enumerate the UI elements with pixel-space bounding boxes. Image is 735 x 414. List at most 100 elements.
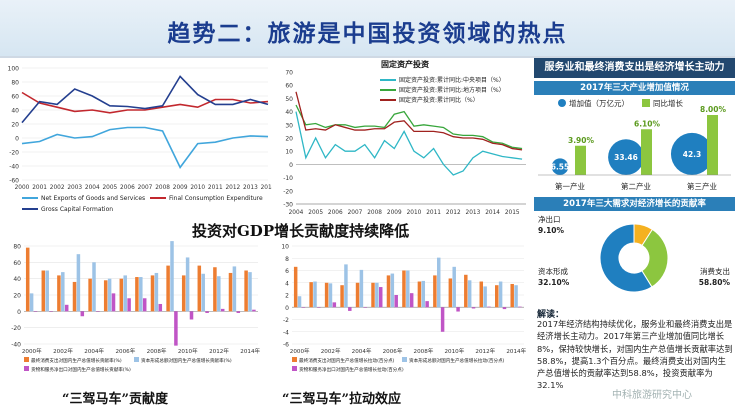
bar bbox=[80, 311, 85, 317]
value-bubble bbox=[551, 158, 569, 175]
y-tick-label: 2 bbox=[285, 293, 289, 300]
x-tick-label: 2008 bbox=[155, 185, 170, 191]
title-divider bbox=[0, 56, 735, 58]
bar bbox=[317, 307, 321, 308]
bar bbox=[301, 307, 306, 308]
bar bbox=[61, 272, 65, 312]
legend-label: 固定资产投资:累计同比:地方项目（%） bbox=[399, 86, 505, 94]
x-tick-label: 2002 bbox=[50, 185, 65, 191]
growth-bar bbox=[575, 145, 586, 175]
value-bubble bbox=[608, 139, 644, 175]
bar bbox=[379, 287, 383, 308]
industry-chart-title: 2017年三大产业增加值情况 bbox=[534, 81, 735, 95]
bar bbox=[244, 270, 248, 312]
growth-bar bbox=[707, 115, 718, 175]
bar bbox=[355, 282, 360, 308]
legend-label: 固定资产投资:累计同比（%） bbox=[399, 96, 479, 104]
value-label: 6.55 bbox=[551, 163, 570, 172]
legend-label: Gross Capital Formation bbox=[41, 206, 113, 213]
y-tick-label: -40 bbox=[11, 342, 21, 349]
bar bbox=[332, 302, 337, 308]
bar bbox=[57, 275, 61, 312]
bar bbox=[205, 311, 209, 313]
bar bbox=[437, 257, 441, 308]
category-label: 第一产业 bbox=[555, 181, 585, 191]
x-tick-label: 2014 bbox=[485, 210, 500, 216]
bar bbox=[111, 293, 116, 312]
bar bbox=[479, 281, 484, 308]
bar bbox=[135, 277, 139, 312]
y-tick-label: 0 bbox=[289, 162, 293, 169]
x-tick-label: 2014 bbox=[261, 185, 272, 191]
bar bbox=[433, 275, 437, 308]
x-tick-label: 2003 bbox=[67, 185, 82, 191]
bar bbox=[189, 311, 194, 320]
bar bbox=[158, 303, 163, 312]
x-tick-label: 2010 bbox=[190, 185, 205, 191]
bar bbox=[394, 295, 398, 308]
bar bbox=[487, 306, 491, 308]
y-tick-label: 60 bbox=[285, 83, 293, 90]
bar bbox=[248, 272, 252, 312]
bar bbox=[467, 280, 472, 308]
legend-label: 最终消费支出对国内生产总值增长拉动(百分点) bbox=[299, 357, 395, 364]
x-tick-label: 2014年 bbox=[240, 347, 260, 355]
x-tick-label: 2012年 bbox=[209, 347, 229, 355]
bar bbox=[33, 311, 38, 312]
chart-title: 固定资产投资 bbox=[381, 59, 429, 69]
x-tick-label: 2008 bbox=[367, 210, 382, 216]
y-tick-label: -20 bbox=[9, 150, 19, 157]
x-tick-label: 2005 bbox=[102, 185, 117, 191]
bar bbox=[41, 270, 46, 312]
watermark-text: 中科旅游研究中心 bbox=[612, 390, 692, 401]
pie-slice bbox=[641, 228, 669, 288]
y-tick-label: 60 bbox=[11, 94, 19, 101]
slice-value: 58.80% bbox=[699, 278, 731, 287]
series-line bbox=[295, 91, 523, 151]
bar bbox=[49, 311, 53, 312]
x-tick-label: 2006 bbox=[328, 210, 343, 216]
y-tick-label: 4 bbox=[285, 280, 289, 287]
x-tick-label: 2000年 bbox=[290, 347, 310, 355]
bar bbox=[181, 275, 186, 312]
legend-swatch bbox=[642, 99, 650, 107]
x-tick-label: 2010 bbox=[407, 210, 422, 216]
category-label: 第三产业 bbox=[687, 181, 717, 191]
industry-growth-chart: 增加值（万亿元） 同比增长 6.55 3.90% 第一产业 33.46 6.10% 第二产业 4… bbox=[534, 95, 735, 195]
bar bbox=[483, 286, 487, 308]
bar bbox=[25, 247, 30, 312]
legend-label: 固定资产投资:累计同比:中央项目（%） bbox=[399, 76, 505, 84]
bar bbox=[127, 298, 131, 312]
legend-swatch bbox=[134, 357, 139, 362]
legend-label: 资本形成总额对国内生产总值增长拉动(百分点) bbox=[409, 357, 505, 364]
legend-label: 同比增长 bbox=[653, 98, 683, 108]
y-tick-label: 20 bbox=[285, 136, 293, 143]
bar bbox=[213, 267, 217, 312]
x-tick-label: 2013 bbox=[243, 185, 258, 191]
y-tick-label: -30 bbox=[283, 202, 293, 209]
y-tick-label: 30 bbox=[285, 122, 293, 129]
bar bbox=[123, 275, 127, 312]
caption-pull: “三驾马车”拉动效应 bbox=[282, 392, 401, 407]
pie-slice bbox=[599, 223, 653, 293]
bar bbox=[29, 293, 34, 312]
x-tick-label: 2004 bbox=[289, 210, 304, 216]
slice-label: 资本形成 bbox=[538, 266, 568, 276]
bar bbox=[236, 311, 241, 313]
demand-pie-svg: 净出口 9.10% 资本形成 32.10% 消费支出 58.80% bbox=[538, 214, 731, 293]
x-tick-label: 2004年 bbox=[84, 347, 104, 355]
value-label: 33.46 bbox=[614, 153, 638, 162]
bar bbox=[150, 275, 155, 312]
x-tick-label: 2001 bbox=[32, 185, 47, 191]
x-tick-label: 2010年 bbox=[178, 347, 198, 355]
x-tick-label: 2006年 bbox=[383, 347, 403, 355]
growth-label: 3.90% bbox=[568, 136, 595, 145]
note-body: 2017年经济结构持续优化，服务业和最终消费支出是经济增长主动力。2017年第三… bbox=[537, 319, 733, 391]
demand-chart-title: 2017年三大需求对经济增长的贡献率 bbox=[534, 197, 735, 211]
x-tick-label: 2008年 bbox=[414, 347, 434, 355]
legend-label: Final Consumption Expenditure bbox=[169, 195, 263, 202]
slice-value: 9.10% bbox=[538, 226, 565, 235]
bar bbox=[518, 306, 522, 308]
